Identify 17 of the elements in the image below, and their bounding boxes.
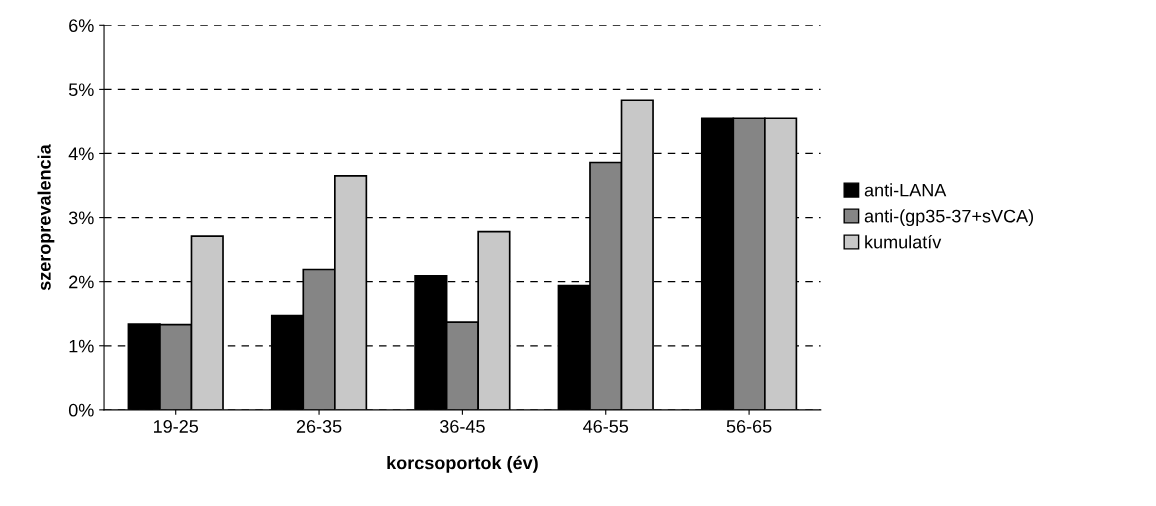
legend-label: anti-LANA	[864, 183, 947, 197]
y-tick-label: 6%	[69, 19, 94, 33]
y-axis-title: szeroprevalencia	[37, 144, 55, 291]
x-tick-label: 46-55	[583, 420, 629, 433]
y-tick-label: 5%	[68, 83, 94, 97]
y-tick-label: 3%	[68, 211, 94, 225]
y-tick-label: 2%	[69, 275, 94, 289]
x-tick-label: 56-65	[726, 420, 772, 433]
y-tick-label: 1%	[69, 339, 94, 353]
x-axis-title: korcsoportok (év)	[387, 455, 538, 473]
x-tick-label: 26-35	[296, 420, 342, 433]
y-tick-label: 4%	[68, 147, 94, 161]
legend-label: kumulatív	[865, 234, 942, 249]
legend-label: anti-(gp35-37+sVCA)	[864, 209, 1034, 227]
x-tick-label: 19-25	[154, 420, 199, 433]
x-tick-label: 36-45	[440, 420, 485, 433]
y-tick-label: 0%	[68, 403, 94, 417]
